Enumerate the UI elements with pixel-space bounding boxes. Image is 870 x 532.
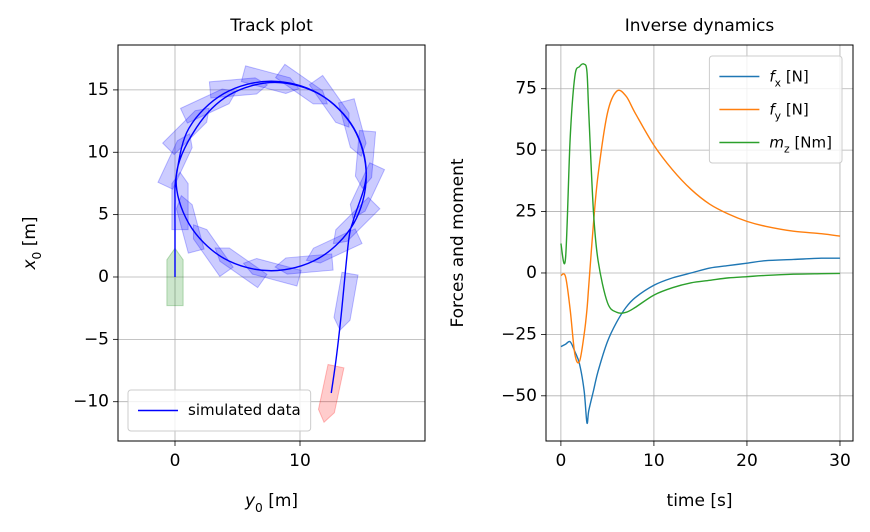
ship-outline [175, 194, 205, 254]
ship-outline [161, 107, 210, 156]
x-tick-label: 10 [643, 451, 665, 471]
y-axis-label: x0 [m] [20, 216, 44, 270]
subplot: Track plot 0 10 −10 −5 0 5 10 15 y0 [m] x0 [m] simu… [20, 16, 426, 515]
plot-area [560, 63, 841, 425]
y-tick-label: 5 [98, 205, 109, 225]
ship-outline [274, 63, 329, 105]
y-tick-label: 50 [515, 140, 537, 160]
chart-title: Inverse dynamics [625, 16, 775, 36]
ship-outline [337, 98, 367, 158]
legend: fx [N] fy [N] mz [Nm] [708, 55, 843, 164]
legend-label: mz [Nm] [769, 133, 832, 155]
legend-box [127, 389, 312, 432]
legend-label: fy [N] [769, 100, 808, 122]
x-axis-label: time [s] [667, 491, 733, 511]
y-tick-label: 10 [87, 142, 109, 162]
y-axis-label: Forces and moment [448, 158, 468, 327]
axes-frame [545, 44, 854, 442]
series-line [174, 80, 367, 394]
legend-box [708, 55, 843, 164]
axes-frame [117, 44, 426, 442]
ship-outline [179, 88, 237, 124]
ship-outline [240, 65, 300, 94]
ship-outline [317, 363, 345, 424]
ship-outline [332, 196, 381, 245]
x-tick-label: 20 [736, 451, 758, 471]
ship-outline [157, 132, 193, 190]
legend-label: simulated data [188, 401, 301, 419]
y-tick-label: −5 [84, 329, 109, 349]
y-tick-label: 0 [98, 267, 109, 287]
x-tick-label: 30 [829, 451, 851, 471]
subplot: Inverse dynamics 0 10 20 30 −50 −25 0 25 50 75 time… [448, 16, 854, 511]
ship-outline [333, 271, 359, 332]
legend-label: fx [N] [769, 67, 808, 89]
x-tick-label: 0 [170, 451, 181, 471]
y-tick-label: 0 [526, 263, 537, 283]
x-axis-label: y0 [m] [244, 491, 298, 515]
x-tick-label: 0 [555, 451, 566, 471]
y-tick-label: 15 [87, 80, 109, 100]
ship-outline [214, 247, 268, 289]
y-tick-label: −50 [501, 386, 537, 406]
y-tick-label: −10 [73, 392, 109, 412]
legend: simulated data [127, 389, 312, 432]
plot-area [157, 63, 386, 424]
chart-title: Track plot [229, 16, 313, 36]
ship-outline [305, 228, 363, 264]
x-tick-label: 10 [289, 451, 311, 471]
series-line [560, 63, 840, 314]
ship-outline [242, 257, 302, 287]
y-tick-label: 25 [515, 202, 537, 222]
series-line [560, 89, 841, 364]
y-tick-label: 75 [515, 79, 537, 99]
y-tick-label: −25 [501, 324, 537, 344]
